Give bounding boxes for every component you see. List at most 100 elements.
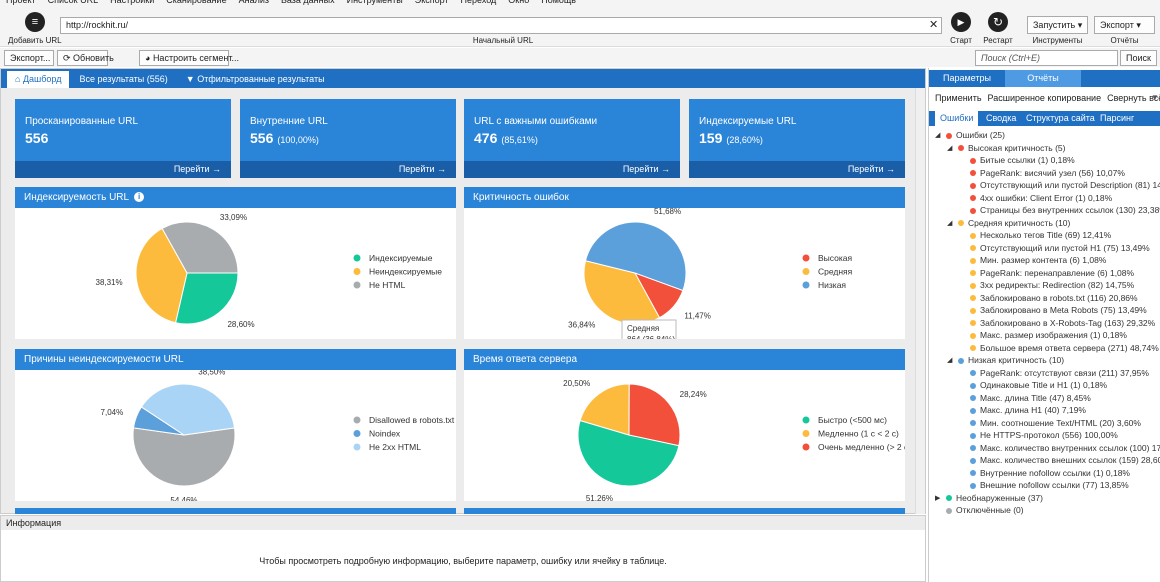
tree-item[interactable]: Битые ссылки (1) 0,18%	[980, 155, 1075, 165]
menu-item[interactable]: Переход	[460, 0, 497, 5]
tab[interactable]: Все результаты (556)	[71, 71, 175, 88]
search-button[interactable]: Поиск	[1120, 50, 1157, 66]
legend-swatch	[353, 416, 361, 424]
add-url-label[interactable]: Добавить URL	[8, 36, 62, 45]
slice-label: 20,50%	[563, 379, 590, 388]
tree-item[interactable]: Не HTTPS-протокол (556) 100,00%	[980, 430, 1118, 440]
panel-tab[interactable]: Отчёты	[1005, 70, 1081, 87]
menu-item[interactable]: База данных	[280, 0, 335, 5]
tree-item[interactable]: Отключённые (0)	[956, 505, 1024, 515]
tree-item[interactable]: Большое время ответа сервера (271) 48,74…	[980, 342, 1159, 353]
add-url-icon[interactable]: ≡	[25, 12, 45, 32]
legend-label: Неиндексируемые	[369, 267, 442, 277]
menu-item[interactable]: Помощь	[541, 0, 576, 5]
legend-label: Очень медленно (> 2 с)	[818, 442, 905, 452]
restart-icon[interactable]: ↻	[988, 12, 1008, 32]
menu-item[interactable]: Анализ	[238, 0, 269, 5]
refresh-button[interactable]: ⟳ Обновить	[57, 50, 114, 66]
card-link[interactable]: Перейти →	[847, 164, 895, 174]
panel-action[interactable]: Расширенное копирование	[987, 93, 1102, 103]
tree-item[interactable]: Заблокировано в robots.txt (116) 20,86%	[980, 292, 1138, 303]
tree-dot	[970, 345, 976, 351]
clear-url[interactable]: ✕	[929, 19, 939, 31]
tree-item[interactable]: Макс. длина H1 (40) 7,19%	[980, 405, 1086, 415]
tree-toggle[interactable]: ◢	[947, 357, 953, 364]
tree-item[interactable]: Страницы без внутренних ссылок (130) 23,…	[980, 205, 1160, 215]
tree-item[interactable]: Макс. размер изображения (1) 0,18%	[980, 330, 1127, 340]
tree-item[interactable]: Отсутствующий или пустой H1 (75) 13,49%	[980, 242, 1150, 253]
tree-item[interactable]: PageRank: отсутствуют связи (211) 37,95%	[980, 367, 1149, 378]
pie-chart: 11,47% 36,84% 51,68% Высокая Средняя Низкая Ср…	[568, 208, 853, 339]
menu-item[interactable]: Сканирование	[166, 0, 227, 5]
tree-item[interactable]: Несколько тегов Title (69) 12,41%	[980, 230, 1112, 240]
slice-label: 28,60%	[227, 320, 254, 329]
actions-menu[interactable]: ▼	[1151, 93, 1159, 102]
menu-item[interactable]: Инструменты	[346, 0, 403, 5]
start-icon[interactable]: ▶	[951, 12, 971, 32]
run-dropdown[interactable]: Запустить ▾	[1027, 16, 1088, 34]
panel-tab[interactable]: Параметры	[943, 73, 991, 83]
export-dropdown[interactable]: Экспорт ▾	[1094, 16, 1155, 34]
panel-action[interactable]: Применить	[935, 93, 982, 103]
tree-toggle[interactable]: ◢	[947, 219, 953, 227]
menu-item[interactable]: Список URL	[47, 0, 99, 5]
tree-item[interactable]: Заблокировано в X-Robots-Tag (163) 29,32…	[980, 317, 1156, 328]
tree-item[interactable]: Отсутствующий или пустой Description (81…	[980, 180, 1160, 190]
scrollbar[interactable]	[915, 88, 925, 514]
card-link[interactable]: Перейти →	[398, 164, 446, 174]
tree-dot	[970, 332, 976, 339]
right-panel: Параметры Отчёты Применить Расширенное копи…	[928, 68, 1160, 582]
tree-item[interactable]: Макс. длина Title (47) 8,45%	[980, 392, 1091, 403]
tree-item[interactable]: Мин. соотношение Text/HTML (20) 3,60%	[980, 417, 1141, 428]
restart-label[interactable]: Рестарт	[983, 36, 1013, 45]
tree-item[interactable]: PageRank: перенаправление (6) 1,08%	[980, 267, 1135, 278]
menu-item[interactable]: Настройки	[110, 0, 155, 5]
tree-toggle[interactable]: ◢	[947, 144, 953, 152]
card-link[interactable]: Перейти →	[622, 164, 670, 174]
refresh-text: Обновить	[73, 53, 114, 63]
tree-item[interactable]: Необнаруженные (37)	[956, 492, 1043, 503]
tree-toggle[interactable]: ◢	[935, 132, 941, 139]
subtab[interactable]: Структура сайта	[1026, 113, 1095, 123]
export-button[interactable]: Экспорт...	[4, 50, 54, 66]
tree-item[interactable]: Высокая критичность (5)	[968, 142, 1066, 153]
tree-item[interactable]: Низкая критичность (10)	[968, 355, 1065, 365]
menu-item[interactable]: Экспорт	[414, 0, 449, 5]
tree-item[interactable]: Заблокировано в Meta Robots (75) 13,49%	[980, 305, 1147, 315]
tree-item[interactable]: 4xx ошибки: Client Error (1) 0,18%	[980, 192, 1113, 203]
card-link[interactable]: Перейти →	[173, 164, 221, 174]
panel-action[interactable]: Свернуть всё	[1107, 93, 1160, 103]
slice-label: 33,09%	[220, 213, 247, 222]
tree-item[interactable]: Мин. размер контента (6) 1,08%	[980, 255, 1107, 265]
tree-item[interactable]: Одинаковые Title и H1 (1) 0,18%	[980, 380, 1108, 390]
main-tabs: ⌂ Дашборд Все результаты (556) ▼ Отфильтро…	[1, 69, 925, 88]
menu-item[interactable]: Проект	[6, 0, 36, 5]
tree-item[interactable]: Средняя критичность (10)	[968, 217, 1071, 228]
chart-header	[464, 508, 905, 514]
legend-label: Не 2xx HTML	[369, 442, 421, 452]
tree-dot	[958, 145, 964, 151]
url-input[interactable]: http://rockhit.ru/	[60, 17, 942, 34]
summary-card: URL с важными ошибками 476 (85,61%) Перейти…	[464, 99, 680, 178]
menu-item[interactable]: Окно	[508, 0, 530, 5]
tree-item[interactable]: Макс. количество внешних ссылок (159) 28…	[980, 455, 1160, 465]
tree-dot	[970, 257, 976, 264]
tab[interactable]: ▼ Отфильтрованные результаты	[185, 74, 325, 84]
card-value: 556	[250, 130, 274, 146]
tab[interactable]: ⌂ Дашборд	[7, 71, 70, 88]
tree-item[interactable]: PageRank: висячий узел (56) 10,07%	[980, 167, 1125, 178]
search-input[interactable]: Поиск (Ctrl+E)	[975, 50, 1118, 66]
start-label[interactable]: Старт	[950, 36, 972, 45]
legend-swatch	[353, 443, 361, 451]
tree-toggle[interactable]: ▶	[935, 494, 941, 502]
tree-item[interactable]: Ошибки (25)	[956, 130, 1005, 140]
tree-item[interactable]: Макс. количество внутренних ссылок (100)…	[980, 442, 1160, 453]
tree-item[interactable]: Внешние nofollow ссылки (77) 13,85%	[980, 480, 1129, 490]
segment-button[interactable]: ◕ Настроить сегмент...	[139, 50, 239, 66]
tree-item[interactable]: 3xx редиректы: Redirection (82) 14,75%	[980, 280, 1135, 290]
subtab[interactable]: Сводка	[986, 113, 1017, 123]
card-footer: Перейти →	[15, 161, 231, 178]
subtab[interactable]: Парсинг	[1100, 113, 1135, 123]
tree-item[interactable]: Внутренние nofollow ссылки (1) 0,18%	[980, 467, 1130, 478]
subtab[interactable]: Ошибки	[935, 111, 979, 126]
